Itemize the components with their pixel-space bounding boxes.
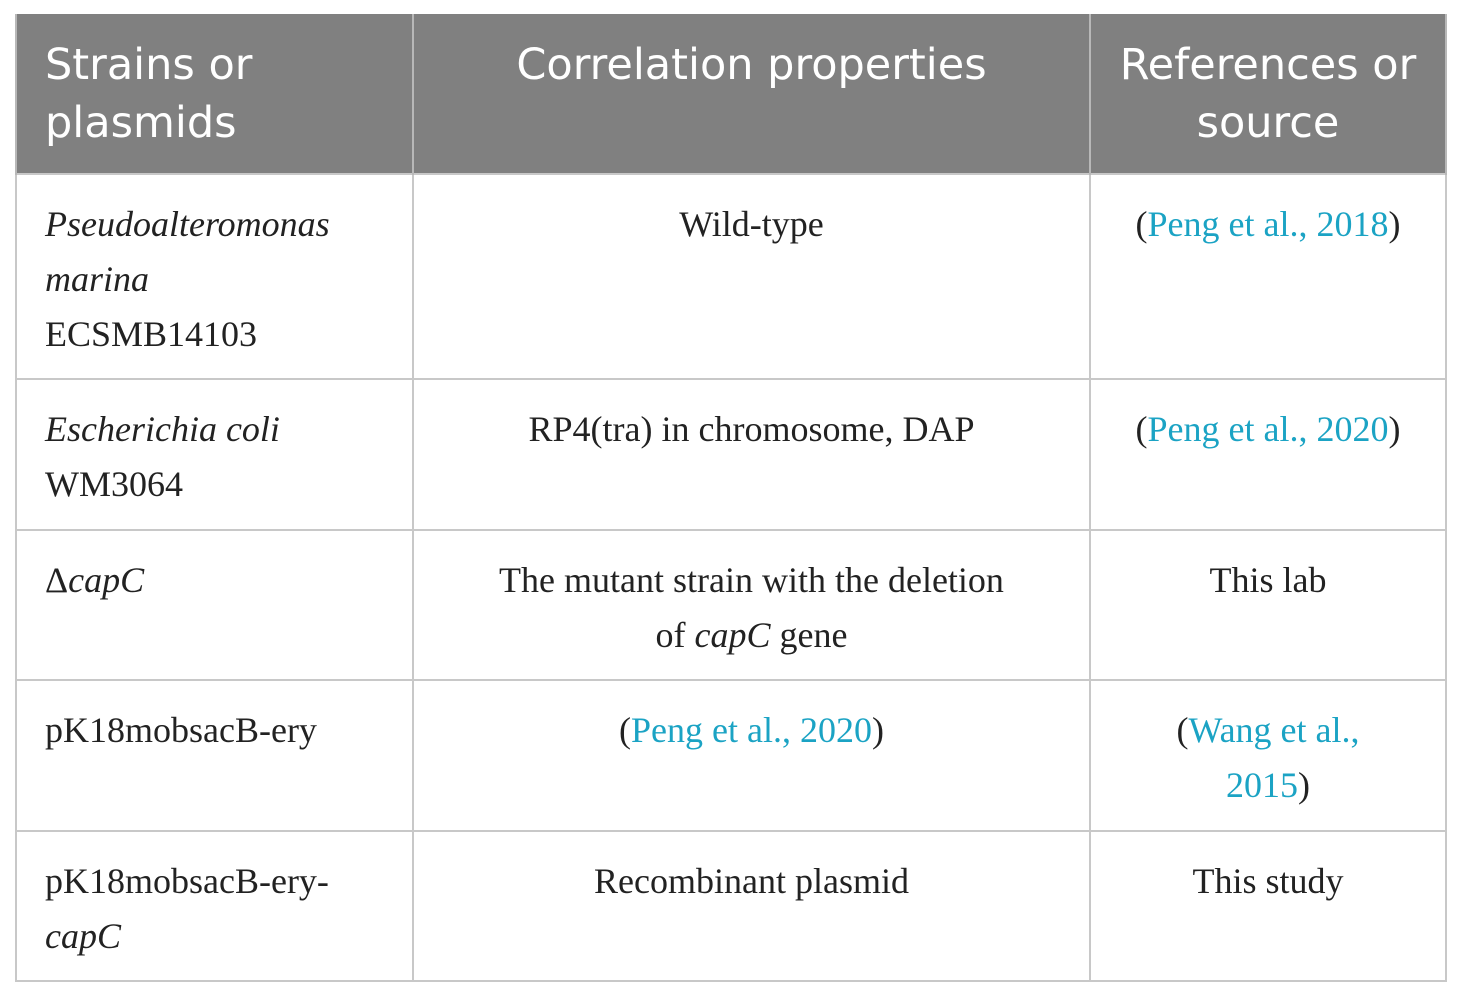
citation-link[interactable]: 2015 [1226, 765, 1298, 805]
reference-cell: This study [1089, 830, 1447, 982]
header-strains: Strains or plasmids [15, 14, 414, 174]
reference-cell: (Wang et al., 2015) [1089, 679, 1447, 832]
table-row: pK18mobsacB-ery (Peng et al., 2020) (Wan… [15, 679, 1447, 832]
strain-name: Pseudoalteromonas [45, 204, 330, 244]
citation-link[interactable]: Peng et al., 2018 [1147, 204, 1389, 244]
plasmid-gene: capC [45, 916, 121, 956]
paren-close: ) [871, 710, 884, 750]
table-row: Pseudoalteromonas marina ECSMB14103 Wild… [15, 173, 1447, 380]
reference-text: This study [1192, 861, 1344, 901]
paren-open: ( [1135, 204, 1148, 244]
citation-link[interactable]: Peng et al., 2020 [631, 710, 872, 750]
header-references: References or source [1089, 14, 1447, 174]
properties-text: The mutant strain with the deletion [499, 560, 1004, 600]
paren-close: ) [1388, 204, 1401, 244]
paren-close: ) [1388, 409, 1401, 449]
strain-cell: Pseudoalteromonas marina ECSMB14103 [15, 173, 414, 380]
properties-gene: capC [694, 615, 771, 655]
strain-cell: Escherichia coli WM3064 [15, 378, 414, 531]
plasmid-name: pK18mobsacB-ery [45, 710, 317, 750]
strain-id: ECSMB14103 [45, 314, 258, 354]
strain-cell: pK18mobsacB-ery [15, 679, 414, 832]
paren-open: ( [619, 710, 632, 750]
paren-open: ( [1135, 409, 1148, 449]
properties-text: of [655, 615, 695, 655]
properties-text: RP4(tra) in chromosome, DAP [528, 409, 975, 449]
header-properties: Correlation properties [412, 14, 1091, 174]
citation-link[interactable]: Peng et al., 2020 [1147, 409, 1389, 449]
reference-text: This lab [1209, 560, 1327, 600]
strain-gene: capC [68, 560, 145, 600]
properties-text: Wild-type [679, 204, 824, 244]
reference-cell: (Peng et al., 2018) [1089, 173, 1447, 380]
strain-id: WM3064 [45, 464, 183, 504]
properties-text: Recombinant plasmid [594, 861, 909, 901]
paren-close: ) [1298, 765, 1310, 805]
header-references-line2: source [1196, 98, 1340, 148]
reference-cell: (Peng et al., 2020) [1089, 378, 1447, 531]
plasmid-name: pK18mobsacB-ery- [45, 861, 329, 901]
properties-text: gene [770, 615, 848, 655]
header-strains-line2: plasmids [45, 98, 237, 148]
properties-cell: The mutant strain with the deletion of c… [412, 529, 1091, 681]
header-properties-text: Correlation properties [516, 40, 987, 90]
header-strains-line1: Strains or [45, 40, 253, 90]
table-row: pK18mobsacB-ery- capC Recombinant plasmi… [15, 830, 1447, 982]
properties-cell: (Peng et al., 2020) [412, 679, 1091, 832]
delta-symbol: Δ [45, 560, 69, 600]
strains-table: Strains or plasmids Correlation properti… [15, 14, 1447, 982]
properties-cell: Wild-type [412, 173, 1091, 380]
properties-cell: Recombinant plasmid [412, 830, 1091, 982]
table-row: Escherichia coli WM3064 RP4(tra) in chro… [15, 378, 1447, 531]
properties-cell: RP4(tra) in chromosome, DAP [412, 378, 1091, 531]
strain-cell: ΔcapC [15, 529, 414, 681]
paren-open: ( [1176, 710, 1189, 750]
strain-name: marina [45, 259, 150, 299]
reference-cell: This lab [1089, 529, 1447, 681]
table-row: ΔcapC The mutant strain with the deletio… [15, 529, 1447, 681]
header-references-line1: References or [1119, 40, 1417, 90]
strain-name: Escherichia coli [45, 409, 280, 449]
header-row: Strains or plasmids Correlation properti… [15, 14, 1447, 174]
strain-cell: pK18mobsacB-ery- capC [15, 830, 414, 982]
citation-link[interactable]: Wang et al., [1188, 710, 1360, 750]
